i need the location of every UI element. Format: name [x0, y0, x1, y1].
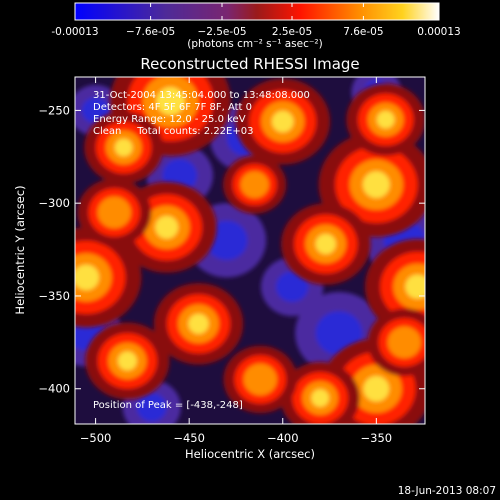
hot-spot-core — [75, 264, 100, 291]
colorbar-tick-label: 2.5e-05 — [272, 26, 312, 38]
colorbar-tick-label: -0.00013 — [51, 26, 98, 38]
cold-spot-core — [81, 97, 110, 124]
hot-spot-core — [117, 351, 137, 371]
cold-spot-core — [275, 271, 309, 302]
annotation-peak: Position of Peak = [-438,-248] — [93, 400, 243, 411]
hot-spot-core — [363, 376, 390, 402]
x-tick-label: −350 — [361, 431, 393, 445]
colorbar-tick-label: −7.6e-05 — [126, 26, 175, 38]
colorbar-tick-label: −2.5e-05 — [197, 26, 246, 38]
y-tick-label: −400 — [38, 382, 70, 396]
hot-spot-inner — [240, 171, 269, 199]
hot-spot-core — [315, 233, 336, 255]
hot-spot-core — [114, 138, 133, 157]
hot-spot-core — [362, 171, 390, 198]
hot-spot-core — [156, 87, 185, 116]
colorbar-tick-label: 0.00013 — [417, 26, 460, 38]
y-tick-label: −300 — [38, 196, 70, 210]
annotation-energy: Energy Range: 12.0 - 25.0 keV — [93, 114, 246, 125]
heatmap-image — [75, 77, 425, 424]
annotation-detectors: Detectors: 4F 5F 6F 7F 8F, Att 0 — [93, 102, 252, 113]
x-axis-label: Heliocentric X (arcsec) — [185, 447, 315, 461]
axis-ticks: −500 −450 −400 −350 −250 −300 −350 −400 — [38, 77, 425, 445]
chart-title: Reconstructed RHESSI Image — [140, 55, 359, 73]
x-tick-label: −400 — [267, 431, 299, 445]
plot-frame — [74, 76, 426, 425]
hot-spot-inner — [243, 363, 277, 396]
annotation-time: 31-Oct-2004 13:45:04.000 to 13:48:08.000 — [93, 90, 310, 101]
hot-spot-inner — [387, 326, 422, 359]
x-tick-label: −450 — [173, 431, 205, 445]
y-tick-label: −250 — [38, 103, 70, 117]
cold-spot-core — [136, 393, 167, 422]
colorbar-ticks: -0.00013 −7.6e-05 −2.5e-05 2.5e-05 7.6e-05 0.… — [51, 3, 461, 38]
hot-spot-core — [271, 110, 294, 133]
y-axis-label: Heliocentric Y (arcsec) — [13, 185, 27, 314]
hot-spot-core — [188, 313, 209, 334]
y-tick-label: −350 — [38, 289, 70, 303]
footer-date: 18-Jun-2013 08:07 — [398, 485, 496, 497]
hot-spot-core — [155, 215, 179, 239]
image-annotations: 31-Oct-2004 13:45:04.000 to 13:48:08.000… — [93, 90, 310, 411]
x-tick-label: −500 — [80, 431, 112, 445]
hot-spot-core — [405, 274, 425, 299]
cold-spot-core — [315, 311, 363, 355]
hot-spot-core — [376, 110, 395, 129]
annotation-clean: Clean Total counts: 2.22E+03 — [93, 126, 253, 137]
hot-spot-inner — [97, 196, 131, 229]
colorbar-unit-label: (photons cm⁻² s⁻¹ asec⁻²) — [187, 38, 322, 50]
colorbar-tick-label: 7.6e-05 — [343, 26, 383, 38]
hot-spot-core — [311, 389, 330, 407]
colorbar — [74, 2, 440, 21]
